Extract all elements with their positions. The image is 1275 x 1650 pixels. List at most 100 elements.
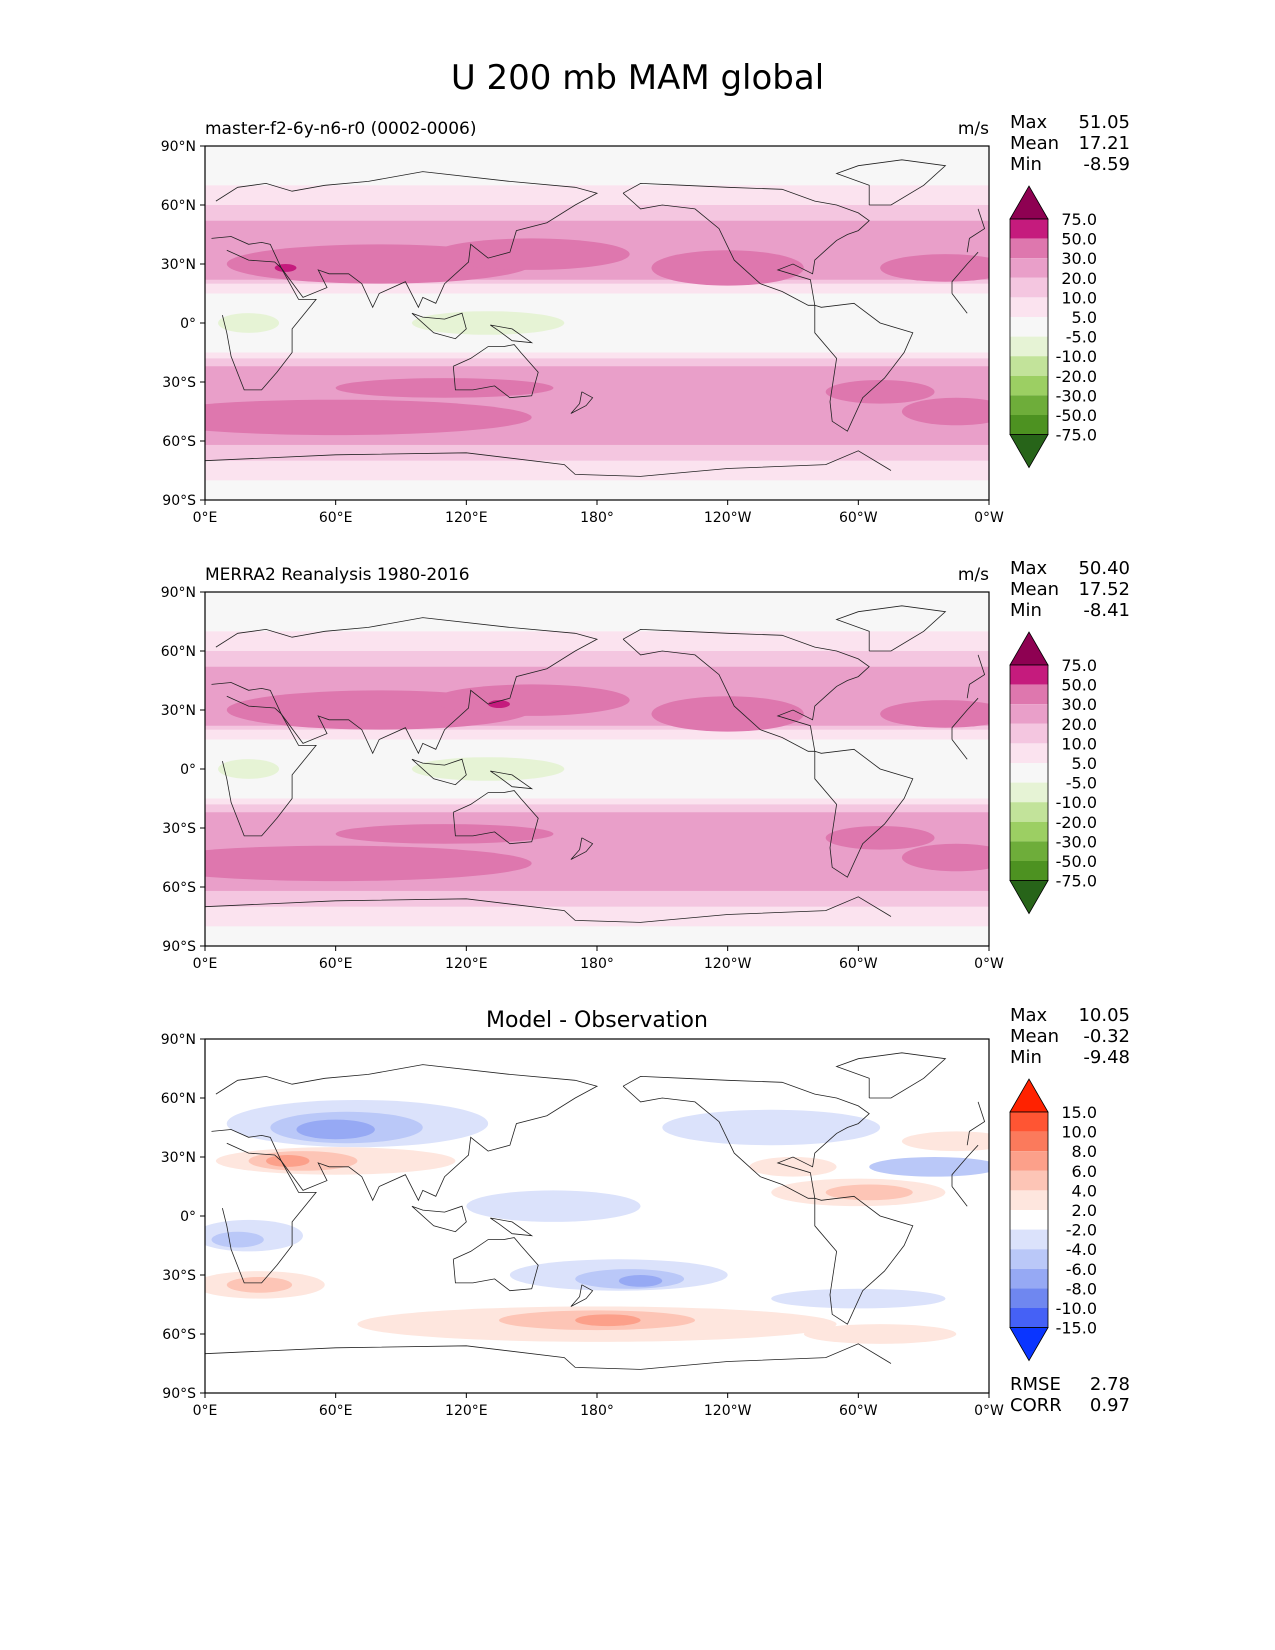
stat-value: -0.32	[1083, 1026, 1130, 1047]
units-label: m/s	[958, 565, 989, 585]
colorbar-segment	[1010, 1190, 1048, 1210]
colorbar-tick-label: -20.0	[1056, 367, 1097, 386]
colorbar-tick-label: -20.0	[1056, 813, 1097, 832]
contour-blob-11	[335, 378, 554, 398]
colorbar-tick-label: -75.0	[1056, 872, 1097, 891]
contour-blob-23	[803, 1324, 957, 1344]
coastline-4	[622, 1075, 870, 1199]
stat-label: Max	[1010, 558, 1048, 579]
colorbar-segment	[1010, 395, 1048, 415]
colorbar-segment	[1010, 1249, 1048, 1269]
colorbar-segment	[1010, 802, 1048, 822]
contour-blob-8	[433, 684, 630, 716]
colorbar-tick-label: -4.0	[1066, 1240, 1097, 1259]
stat-value: 17.52	[1078, 579, 1130, 600]
colorbar-tick-label: 8.0	[1072, 1142, 1097, 1161]
metric-label: CORR	[1010, 1395, 1062, 1416]
colorbar-extend-bottom	[1009, 1327, 1049, 1362]
contour-blob-13	[825, 380, 935, 404]
contour-blob-24	[901, 1131, 989, 1152]
colorbar-segment	[1010, 861, 1048, 881]
colorbar-tick-label: 20.0	[1061, 715, 1097, 734]
colorbar-tick-label: 2.0	[1072, 1201, 1097, 1220]
x-tick-label: 60°E	[319, 510, 353, 526]
coastline-5	[835, 1052, 947, 1099]
colorbar-segment	[1010, 684, 1048, 705]
colorbar-tick-label: -5.0	[1066, 328, 1097, 347]
y-tick-label: 60°N	[161, 644, 196, 660]
stat-label: Mean	[1010, 579, 1059, 600]
page-title: U 200 mb MAM global	[450, 58, 825, 98]
metric-label: RMSE	[1010, 1374, 1061, 1395]
x-tick-label: 120°W	[704, 510, 752, 526]
coastline-4	[622, 628, 870, 752]
contour-blob-14	[901, 397, 989, 426]
colorbar-tick-label: 30.0	[1061, 695, 1097, 714]
coastline-3	[814, 1195, 914, 1325]
colorbar-segment	[1010, 219, 1048, 239]
colorbar-tick-label: -30.0	[1056, 832, 1097, 851]
coastline-7	[411, 1205, 467, 1233]
colorbar-segment	[1010, 356, 1048, 376]
coastline-1	[211, 617, 986, 755]
colorbar-segment	[1010, 317, 1048, 337]
stat-label: Max	[1010, 112, 1048, 133]
coastline-9	[570, 391, 594, 414]
y-tick-label: 90°N	[161, 1032, 196, 1048]
contour-blob-10	[880, 700, 989, 728]
stat-label: Mean	[1010, 1026, 1059, 1047]
y-tick-label: 0°	[180, 762, 196, 778]
y-tick-label: 60°S	[162, 434, 196, 450]
colorbar-tick-label: -6.0	[1066, 1260, 1097, 1279]
coastline-2	[452, 1237, 539, 1292]
colorbar-tick-label: -30.0	[1056, 386, 1097, 405]
coastline-4	[622, 182, 870, 306]
colorbar-tick-label: -10.0	[1056, 1299, 1097, 1318]
x-tick-label: 120°E	[445, 510, 488, 526]
coastline-2	[452, 790, 539, 845]
stat-value: -8.59	[1083, 154, 1130, 175]
colorbar-segment	[1010, 743, 1048, 763]
y-tick-label: 90°S	[162, 1386, 196, 1402]
map-panel-3: 0°E 60°E 120°E 180° 120°W 60°W 0°W 90°N 60°N 30°N…	[161, 1005, 1130, 1419]
contour-blob-10	[880, 254, 989, 282]
colorbar-tick-label: -10.0	[1056, 347, 1097, 366]
stat-value: -9.48	[1083, 1047, 1130, 1068]
colorbar-tick-label: -8.0	[1066, 1279, 1097, 1298]
colorbar-segment	[1010, 841, 1048, 861]
colorbar-tick-label: 10.0	[1061, 734, 1097, 753]
stat-label: Min	[1010, 1047, 1042, 1068]
colorbar-tick-label: 4.0	[1072, 1181, 1097, 1200]
x-tick-label: 0°E	[193, 510, 218, 526]
coastline-3	[814, 748, 914, 878]
y-tick-label: 90°N	[161, 585, 196, 601]
y-tick-label: 30°N	[161, 1150, 196, 1166]
contour-blob-16	[218, 313, 280, 333]
colorbar-segment	[1010, 1268, 1048, 1289]
colorbar-tick-label: 50.0	[1061, 230, 1097, 249]
stat-label: Min	[1010, 600, 1042, 621]
coastline-0	[222, 695, 979, 837]
stat-label: Max	[1010, 1005, 1048, 1026]
coastline-7	[411, 758, 467, 786]
contour-blob-13	[825, 826, 935, 850]
colorbar-tick-label: -5.0	[1066, 774, 1097, 793]
x-tick-label: 60°W	[839, 510, 878, 526]
colorbar-tick-label: 15.0	[1061, 1103, 1097, 1122]
x-tick-label: 0°W	[974, 956, 1004, 972]
x-tick-label: 180°	[580, 1403, 614, 1419]
contour-blob-9	[651, 250, 804, 286]
x-tick-label: 60°E	[319, 1403, 353, 1419]
y-tick-label: 30°N	[161, 703, 196, 719]
colorbar-segment	[1010, 297, 1048, 317]
colorbar-tick-label: -10.0	[1056, 793, 1097, 812]
y-tick-label: 30°S	[162, 375, 196, 391]
stat-label: Min	[1010, 154, 1042, 175]
colorbar-tick-label: 75.0	[1061, 210, 1097, 229]
x-tick-label: 60°W	[839, 1403, 878, 1419]
map-panel-1: 0°E 60°E 120°E 180° 120°W 60°W 0°W 90°N 60°N 30°N…	[161, 112, 1130, 526]
stat-label: Mean	[1010, 133, 1059, 154]
colorbar-segment	[1010, 723, 1048, 744]
stat-value: 10.05	[1078, 1005, 1130, 1026]
x-tick-label: 60°W	[839, 956, 878, 972]
